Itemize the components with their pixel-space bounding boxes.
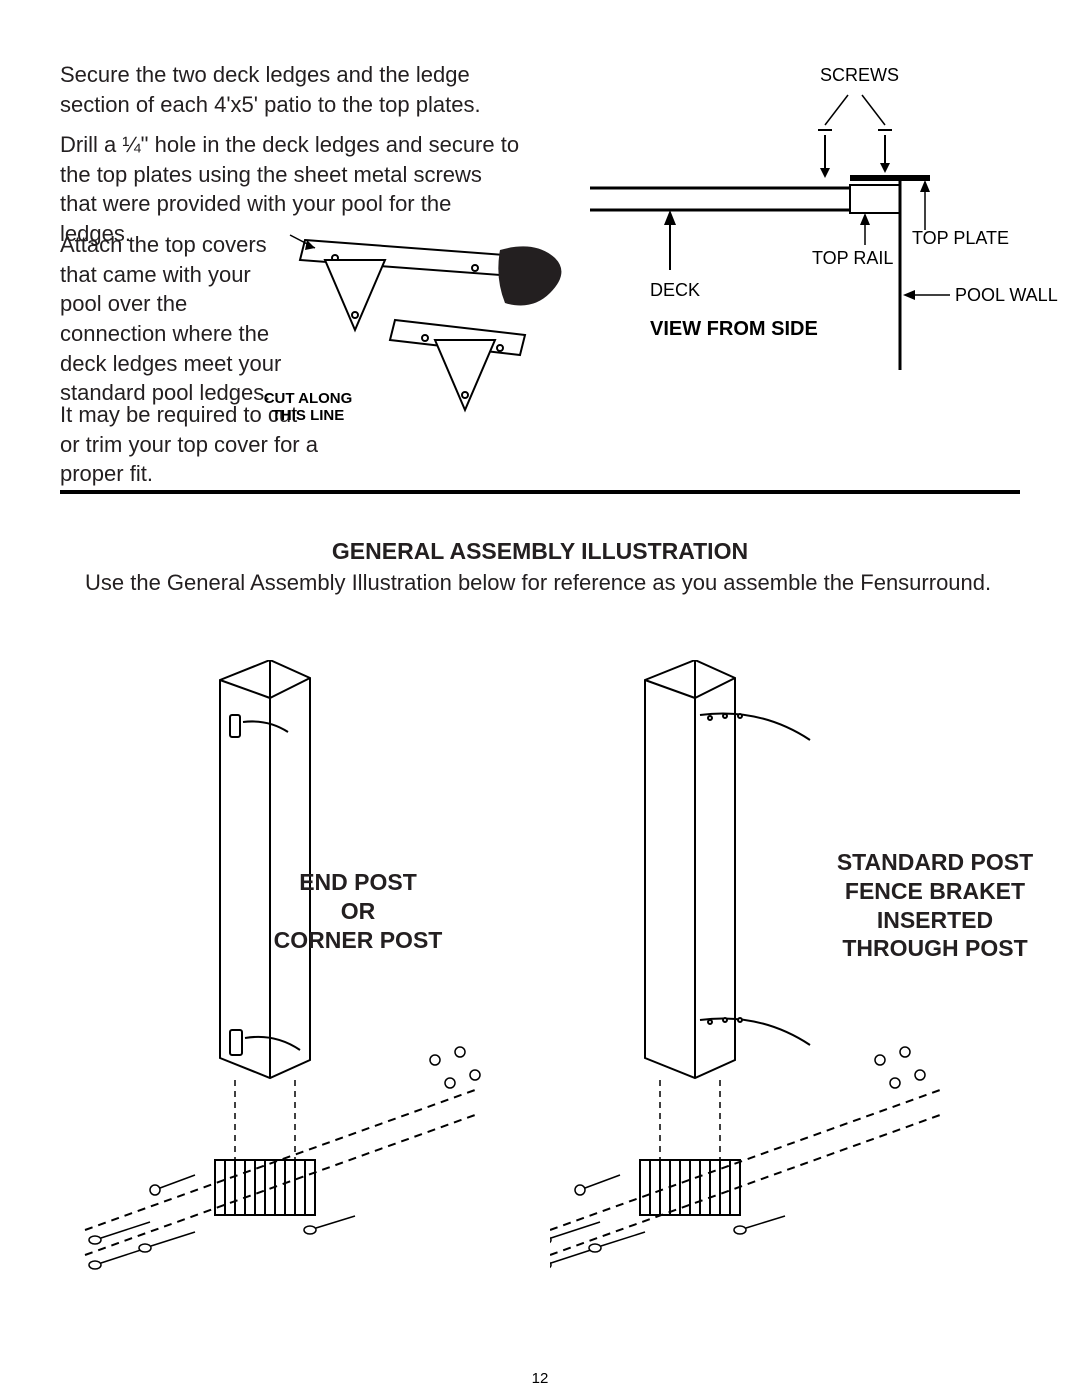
left-label-line2: OR	[341, 898, 376, 924]
cut-along-line2: THIS LINE	[272, 407, 345, 424]
end-post-label: END POST OR CORNER POST	[248, 868, 468, 954]
page-number: 12	[0, 1370, 1080, 1387]
right-label-line1: STANDARD POST	[837, 849, 1033, 875]
cut-along-label: CUT ALONG THIS LINE	[258, 390, 358, 425]
cut-along-line1: CUT ALONG	[264, 390, 353, 407]
section-divider	[60, 490, 1020, 494]
end-post-illustration	[55, 660, 505, 1280]
deck-label: DECK	[650, 280, 700, 301]
view-from-side-label: VIEW FROM SIDE	[650, 318, 818, 341]
general-assembly-subtext: Use the General Assembly Illustration be…	[85, 568, 1005, 598]
paragraph-3: Attach the top covers that came with you…	[60, 230, 285, 408]
right-label-line2: FENCE BRAKET	[845, 878, 1025, 904]
top-rail-label: TOP RAIL	[812, 248, 893, 269]
screws-label: SCREWS	[820, 65, 899, 86]
standard-post-illustration	[550, 660, 1020, 1280]
pool-wall-label: POOL WALL	[955, 285, 1058, 306]
paragraph-1: Secure the two deck ledges and the ledge…	[60, 60, 500, 119]
right-label-line3: INSERTED	[877, 907, 993, 933]
general-assembly-heading: GENERAL ASSEMBLY ILLUSTRATION	[0, 536, 1080, 567]
left-label-line3: CORNER POST	[274, 927, 443, 953]
left-label-line1: END POST	[299, 869, 417, 895]
right-label-line4: THROUGH POST	[842, 935, 1027, 961]
standard-post-label: STANDARD POST FENCE BRAKET INSERTED THRO…	[820, 848, 1050, 963]
top-plate-label: TOP PLATE	[912, 228, 1009, 249]
